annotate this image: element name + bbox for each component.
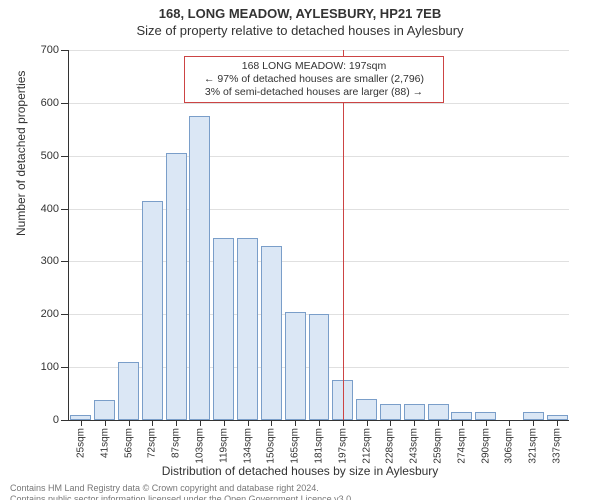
xtick-label: 87sqm (171, 428, 182, 458)
histogram-bar (523, 412, 544, 420)
xtick-label: 290sqm (480, 428, 491, 464)
xtick-label: 228sqm (385, 428, 396, 464)
xtick (105, 420, 106, 426)
xtick-label: 103sqm (194, 428, 205, 464)
xtick (509, 420, 510, 426)
ytick-label: 700 (19, 44, 59, 56)
annotation-box: 168 LONG MEADOW: 197sqm← 97% of detached… (184, 56, 444, 103)
xtick (462, 420, 463, 426)
histogram-bar (142, 201, 163, 420)
histogram-plot: 010020030040050060070025sqm41sqm56sqm72s… (68, 50, 568, 420)
xtick (271, 420, 272, 426)
ytick-label: 0 (19, 414, 59, 426)
chart-title: 168, LONG MEADOW, AYLESBURY, HP21 7EB (0, 6, 600, 21)
xtick-label: 150sqm (266, 428, 277, 464)
ytick (61, 367, 69, 368)
plot-area: 010020030040050060070025sqm41sqm56sqm72s… (68, 50, 569, 421)
xtick (414, 420, 415, 426)
histogram-bar (404, 404, 425, 420)
ytick (61, 261, 69, 262)
xtick-label: 306sqm (504, 428, 515, 464)
xtick (81, 420, 82, 426)
histogram-bar (309, 314, 330, 420)
chart-subtitle: Size of property relative to detached ho… (0, 23, 600, 38)
xtick (343, 420, 344, 426)
xtick (295, 420, 296, 426)
xtick (200, 420, 201, 426)
xtick-label: 197sqm (337, 428, 348, 464)
xtick-label: 321sqm (528, 428, 539, 464)
histogram-bar (428, 404, 449, 420)
ytick (61, 314, 69, 315)
annotation-line: 3% of semi-detached houses are larger (8… (191, 86, 437, 99)
histogram-bar (118, 362, 139, 420)
xtick-label: 25sqm (75, 428, 86, 458)
xtick (486, 420, 487, 426)
xtick (224, 420, 225, 426)
histogram-bar (189, 116, 210, 420)
histogram-bar (356, 399, 377, 420)
xtick-label: 119sqm (218, 428, 229, 463)
xtick (248, 420, 249, 426)
ytick-label: 100 (19, 361, 59, 373)
xtick-label: 165sqm (290, 428, 301, 464)
xtick (390, 420, 391, 426)
grid-line (69, 50, 569, 51)
xaxis-title: Distribution of detached houses by size … (0, 464, 600, 478)
histogram-bar (451, 412, 472, 420)
xtick-label: 243sqm (409, 428, 420, 464)
ytick (61, 209, 69, 210)
xtick-label: 337sqm (552, 428, 563, 464)
xtick (319, 420, 320, 426)
grid-line (69, 156, 569, 157)
xtick-label: 259sqm (433, 428, 444, 464)
ytick (61, 50, 69, 51)
annotation-line: 168 LONG MEADOW: 197sqm (191, 60, 437, 73)
histogram-bar (380, 404, 401, 420)
histogram-bar (285, 312, 306, 420)
histogram-bar (237, 238, 258, 420)
ytick-label: 600 (19, 97, 59, 109)
histogram-bar (94, 400, 115, 420)
xtick (438, 420, 439, 426)
histogram-bar (166, 153, 187, 420)
annotation-line: ← 97% of detached houses are smaller (2,… (191, 73, 437, 86)
footer-line-2: Contains public sector information licen… (10, 494, 354, 500)
xtick (533, 420, 534, 426)
xtick (557, 420, 558, 426)
ytick-label: 500 (19, 150, 59, 162)
histogram-bar (213, 238, 234, 420)
xtick (176, 420, 177, 426)
xtick (152, 420, 153, 426)
xtick-label: 41sqm (99, 428, 110, 458)
ytick (61, 420, 69, 421)
xtick-label: 72sqm (147, 428, 158, 458)
xtick-label: 134sqm (242, 428, 253, 464)
ytick (61, 103, 69, 104)
footer-attribution: Contains HM Land Registry data © Crown c… (10, 483, 354, 500)
ytick (61, 156, 69, 157)
ytick-label: 200 (19, 308, 59, 320)
xtick-label: 181sqm (314, 428, 325, 464)
footer-line-1: Contains HM Land Registry data © Crown c… (10, 483, 354, 493)
xtick-label: 274sqm (456, 428, 467, 464)
histogram-bar (261, 246, 282, 420)
property-marker-line (343, 50, 344, 420)
xtick (129, 420, 130, 426)
ytick-label: 400 (19, 203, 59, 215)
xtick-label: 212sqm (361, 428, 372, 464)
ytick-label: 300 (19, 255, 59, 267)
xtick (367, 420, 368, 426)
xtick-label: 56sqm (123, 428, 134, 458)
histogram-bar (475, 412, 496, 420)
